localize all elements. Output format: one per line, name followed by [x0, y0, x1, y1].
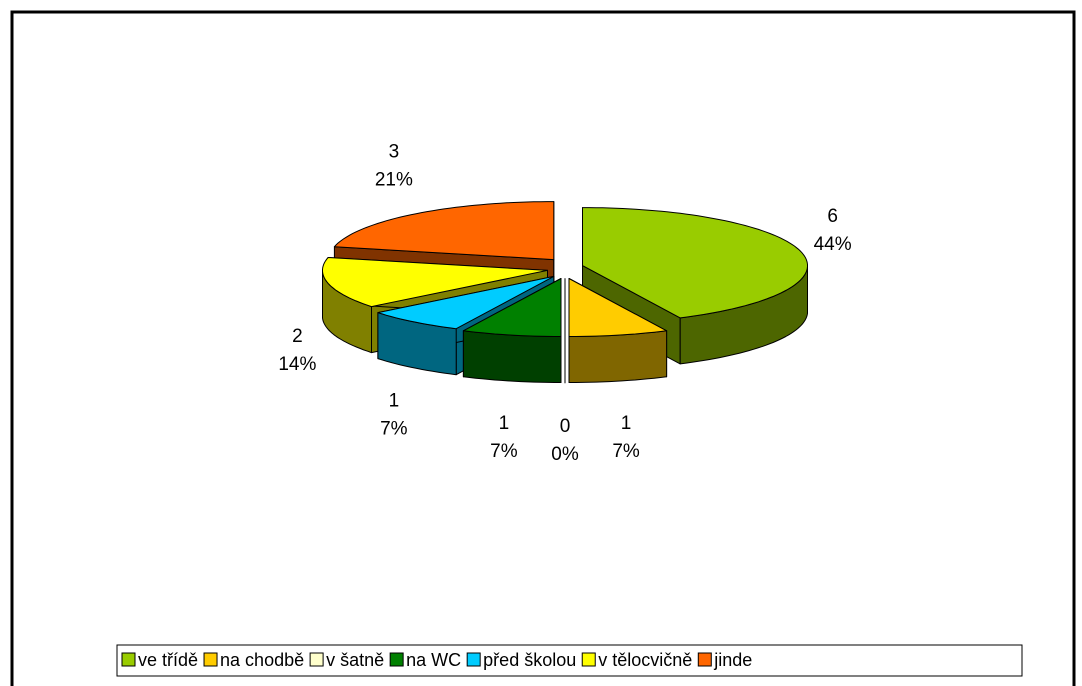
slice-top	[582, 207, 808, 319]
legend-label: v tělocvičně	[598, 650, 692, 670]
data-label-percent: 7%	[612, 441, 640, 462]
slice-top	[377, 275, 555, 330]
legend-label: v šatně	[326, 650, 384, 670]
data-label-percent: 44%	[814, 234, 852, 255]
slice-top	[462, 278, 562, 337]
data-label-percent: 7%	[380, 419, 408, 440]
legend-swatch	[389, 652, 404, 667]
legend-label: ve třídě	[138, 650, 198, 670]
legend-swatch	[309, 652, 324, 667]
data-label-percent: 14%	[278, 354, 316, 375]
slice-top	[568, 278, 668, 337]
legend-swatch	[697, 652, 712, 667]
data-label-value: 6	[827, 206, 838, 227]
data-label-percent: 7%	[490, 441, 518, 462]
legend-label: před školou	[483, 650, 576, 670]
legend-label: na WC	[406, 650, 461, 670]
legend: ve třídě na chodbě v šatně na WC před školou…	[121, 650, 752, 670]
legend-box	[116, 644, 1023, 677]
legend-swatch	[121, 652, 136, 667]
data-label-value: 1	[499, 413, 510, 434]
legend-label: na chodbě	[220, 650, 304, 670]
legend-swatch	[203, 652, 218, 667]
slice-top	[322, 257, 548, 308]
data-label-value: 0	[560, 416, 571, 437]
slice-wall	[568, 330, 668, 383]
legend-swatch	[466, 652, 481, 667]
slice	[568, 278, 668, 383]
data-label-value: 1	[389, 391, 400, 412]
data-label-value: 3	[389, 141, 400, 162]
data-label-percent: 21%	[375, 169, 413, 190]
pie: 3 21% 6 44% 2 14% 1 7% 1 7% 1 7% 0 0%	[278, 141, 851, 465]
data-label-value: 1	[621, 413, 632, 434]
slice-top	[333, 201, 555, 261]
slice-wall	[462, 330, 562, 383]
data-label-percent: 0%	[551, 444, 579, 465]
data-label-value: 2	[292, 326, 303, 347]
legend-swatch	[581, 652, 596, 667]
legend-label: jinde	[713, 650, 752, 670]
slice	[462, 278, 562, 383]
